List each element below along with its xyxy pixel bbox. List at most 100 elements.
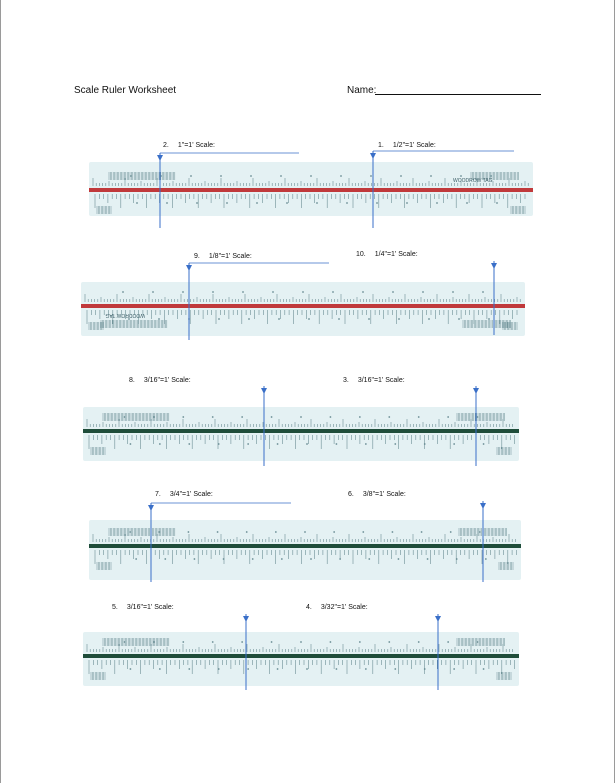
- ruler-marker: [286, 202, 288, 204]
- question-number: 5.: [112, 604, 118, 611]
- question-number: 3.: [343, 377, 349, 384]
- ruler-marker: [310, 558, 312, 560]
- scale-ruler-4: [89, 520, 521, 580]
- ruler-marker: [216, 531, 219, 533]
- pointer-arrowhead: [186, 265, 192, 271]
- ruler-marker: [188, 443, 191, 445]
- question-number: 10.: [356, 251, 366, 258]
- ruler-marker: [423, 443, 426, 445]
- ruler-marker: [182, 291, 184, 293]
- ruler-marker: [362, 531, 365, 533]
- ruler-marker: [308, 318, 310, 320]
- ruler-marker: [455, 558, 458, 560]
- ruler-marker: [332, 291, 334, 293]
- ruler-marker: [329, 416, 332, 418]
- ruler-marker: [447, 641, 450, 643]
- ruler-marker: [304, 531, 306, 533]
- ruler-edge-stripe: [83, 429, 519, 433]
- ruler-marker: [187, 531, 190, 533]
- ruler-marker: [466, 202, 468, 204]
- ruler-marker: [158, 318, 160, 320]
- ruler-marker: [196, 202, 198, 204]
- ruler-marker: [217, 443, 220, 445]
- question-2-label: 2. 1"=1' Scale:: [163, 142, 215, 149]
- ruler-marker: [482, 291, 484, 293]
- ruler-marker: [158, 531, 161, 533]
- ruler-marker: [306, 668, 308, 670]
- question-number: 9.: [194, 253, 200, 260]
- ruler-marker: [420, 531, 423, 533]
- ruler-marker: [300, 641, 302, 643]
- name-field[interactable]: [375, 94, 541, 95]
- question-scale: 3/32"=1' Scale:: [320, 604, 368, 611]
- ruler-marker: [338, 318, 340, 320]
- question-4-label: 4. 3/32"=1' Scale:: [306, 604, 368, 611]
- ruler-marker: [388, 641, 391, 643]
- ruler-marker: [129, 443, 132, 445]
- scale-ruler-3: [83, 407, 519, 461]
- ruler-marker: [242, 291, 244, 293]
- ruler-marker: [346, 202, 348, 204]
- ruler-marker: [160, 175, 162, 177]
- question-number: 6.: [348, 491, 354, 498]
- ruler-marker: [211, 416, 214, 418]
- ruler-marker: [128, 318, 130, 320]
- question-6-label: 6. 3/8"=1' Scale:: [348, 491, 406, 498]
- question-10-label: 10. 1/4"=1' Scale:: [356, 251, 418, 258]
- ruler-marker: [476, 641, 479, 643]
- ruler-marker: [394, 668, 397, 670]
- ruler-marker: [340, 175, 342, 177]
- ruler-marker: [362, 291, 364, 293]
- ruler-marker: [122, 291, 124, 293]
- ruler-marker: [329, 641, 332, 643]
- ruler-marker: [190, 175, 192, 177]
- ruler-edge-stripe: [89, 188, 533, 192]
- name-label: Name:: [347, 85, 377, 96]
- ruler-marker: [398, 318, 400, 320]
- ruler-marker: [302, 291, 304, 293]
- ruler-marker: [152, 641, 155, 643]
- question-number: 8.: [129, 377, 135, 384]
- question-scale: 3/4"=1' Scale:: [169, 491, 213, 498]
- ruler-marker: [358, 641, 361, 643]
- ruler-marker: [220, 175, 222, 177]
- question-scale: 3/16"=1' Scale:: [143, 377, 191, 384]
- question-1-label: 1. 1/2"=1' Scale:: [378, 142, 436, 149]
- ruler-marker: [423, 668, 426, 670]
- ruler-edge-stripe: [89, 544, 521, 548]
- ruler-marker: [280, 175, 282, 177]
- ruler-marker: [368, 558, 371, 560]
- ruler-marker: [490, 175, 492, 177]
- ruler-marker: [430, 175, 432, 177]
- pointer-arrowhead: [491, 263, 497, 269]
- ruler-marker: [135, 558, 138, 560]
- ruler-marker: [488, 318, 490, 320]
- ruler-marker: [123, 416, 126, 418]
- ruler-marker: [164, 558, 167, 560]
- scale-ruler-5: [83, 632, 519, 686]
- ruler-marker: [436, 202, 438, 204]
- ruler-marker: [460, 175, 462, 177]
- ruler-marker: [453, 668, 456, 670]
- ruler-marker: [392, 291, 394, 293]
- ruler-marker: [300, 416, 302, 418]
- ruler-brand-text: WOODROW TAG: [105, 312, 145, 318]
- ruler-marker: [358, 416, 361, 418]
- ruler-marker: [458, 318, 460, 320]
- ruler-marker: [226, 202, 228, 204]
- ruler-edge-stripe: [81, 304, 525, 308]
- ruler-marker: [364, 443, 367, 445]
- ruler-marker: [270, 416, 273, 418]
- ruler-marker: [129, 668, 132, 670]
- ruler-marker: [218, 318, 220, 320]
- question-9-label: 9. 1/8"=1' Scale:: [194, 253, 252, 260]
- ruler-marker: [306, 443, 308, 445]
- ruler-marker: [276, 443, 279, 445]
- ruler-marker: [484, 558, 487, 560]
- ruler-marker: [278, 318, 280, 320]
- ruler-marker: [123, 641, 126, 643]
- pointer-arrowhead: [473, 388, 479, 394]
- ruler-marker: [222, 558, 225, 560]
- pointer-arrowhead: [243, 616, 249, 622]
